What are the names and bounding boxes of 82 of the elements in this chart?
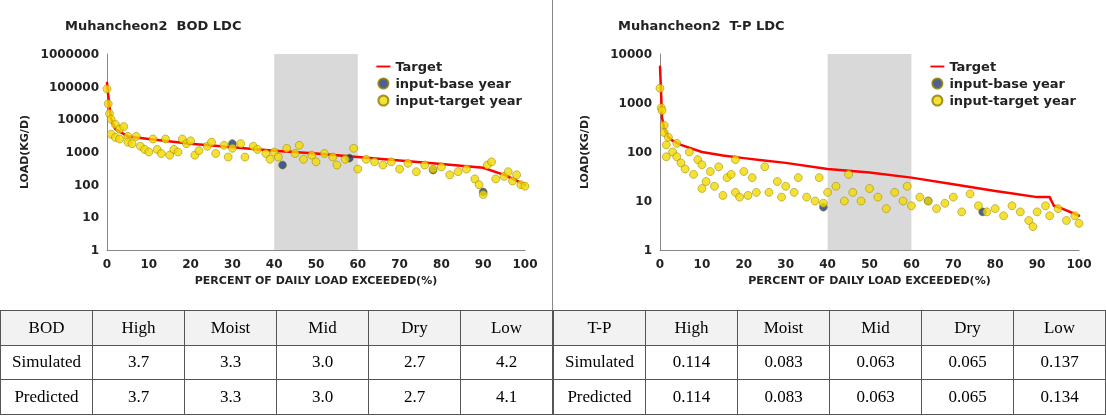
text: 3.7 (127, 387, 150, 407)
text: T-P (553, 310, 646, 346)
text: 0.065 (948, 387, 987, 407)
text: 4.1 (495, 387, 518, 407)
x-tick-label: 90 (1028, 257, 1046, 271)
x-tick-label: 60 (903, 257, 920, 271)
y-tick-label: 1 (643, 243, 652, 257)
x-tick-label: 30 (777, 257, 795, 271)
y-tick-label: 100000 (48, 79, 99, 94)
x-tick-label: 0 (655, 257, 665, 271)
text: 2.7 (403, 387, 426, 407)
y-tick-label: 1000 (618, 96, 652, 110)
text: 0.083 (764, 387, 803, 407)
y-tick-label: 1 (90, 243, 99, 257)
y-tick-label: 1000000 (40, 47, 99, 61)
category-label: High (92, 310, 185, 346)
text: BOD (0, 310, 93, 346)
category-label: Mid (276, 310, 369, 346)
category-label: Low (1013, 310, 1106, 346)
x-tick-label: 80 (986, 257, 1004, 271)
legend-label: input-base year (395, 76, 512, 91)
y-tick-label: 10 (82, 210, 99, 225)
x-tick-label: 30 (224, 257, 241, 271)
x-tick-label: 20 (182, 257, 199, 271)
legend-label: Target (395, 59, 443, 74)
chart-title: Muhancheon2 BOD LDC (65, 18, 242, 33)
y-tick-label: 1000 (65, 145, 99, 159)
x-tick-label: 40 (819, 257, 836, 271)
y-axis-title: LOAD(KG/D) (578, 114, 591, 190)
y-tick-label: 10000 (610, 47, 652, 61)
text: 3.3 (219, 352, 242, 372)
x-tick-label: 10 (140, 257, 158, 271)
text: 0.114 (672, 387, 711, 407)
x-axis-title: PERCENT OF DAILY LOAD EXCEEDED(%) (748, 273, 991, 287)
category-label: Predicted (567, 387, 632, 407)
x-tick-label: 20 (735, 257, 753, 271)
x-tick-label: 70 (391, 257, 408, 271)
chart-title: Muhancheon2 T-P LDC (618, 18, 785, 33)
y-tick-label: 100 (73, 177, 99, 192)
category-label: Simulated (565, 352, 634, 372)
legend-label: Target (949, 59, 997, 74)
category-label: Simulated (12, 352, 81, 372)
text: 0.137 (1040, 352, 1079, 372)
y-axis-title: LOAD(KG/D) (17, 114, 31, 190)
x-tick-label: 50 (861, 257, 878, 271)
category-label: Dry (921, 310, 1014, 346)
x-tick-label: 70 (944, 257, 962, 271)
x-tick-label: 80 (433, 257, 450, 271)
category-label: Dry (368, 310, 461, 346)
category-label: Mid (829, 310, 922, 346)
x-tick-label: 40 (265, 257, 283, 271)
text: 0.063 (856, 387, 895, 407)
y-tick-label: 10 (635, 194, 652, 208)
text: 0.063 (856, 352, 895, 372)
x-tick-label: 60 (349, 257, 367, 271)
text: 0.114 (672, 352, 711, 372)
text: 3.0 (311, 352, 334, 372)
category-label: Predicted (14, 387, 79, 407)
text: 0.083 (764, 352, 803, 372)
text: 3.7 (127, 352, 150, 372)
legend-label: input-base year (949, 76, 1066, 91)
text: 3.3 (219, 387, 242, 407)
legend-label: input-target year (395, 93, 523, 108)
text: 3.0 (311, 387, 334, 407)
x-tick-label: 90 (474, 257, 492, 271)
text: 0.065 (948, 352, 987, 372)
text: 4.2 (495, 352, 518, 372)
category-label: Low (460, 310, 553, 346)
legend-label: input-target year (949, 93, 1077, 108)
category-label: High (645, 310, 738, 346)
y-tick-label: 10000 (57, 112, 99, 127)
x-tick-label: 10 (693, 257, 711, 271)
x-tick-label: 0 (102, 257, 112, 271)
x-tick-label: 50 (307, 257, 325, 271)
x-tick-label: 100 (512, 257, 538, 271)
category-label: Moist (184, 310, 277, 346)
y-tick-label: 100 (626, 145, 652, 159)
text: 0.134 (1040, 387, 1079, 407)
text: 2.7 (403, 352, 426, 372)
x-axis-title: PERCENT OF DAILY LOAD EXCEEDED(%) (194, 273, 438, 287)
category-label: Moist (737, 310, 830, 346)
x-tick-label: 100 (1066, 257, 1092, 271)
